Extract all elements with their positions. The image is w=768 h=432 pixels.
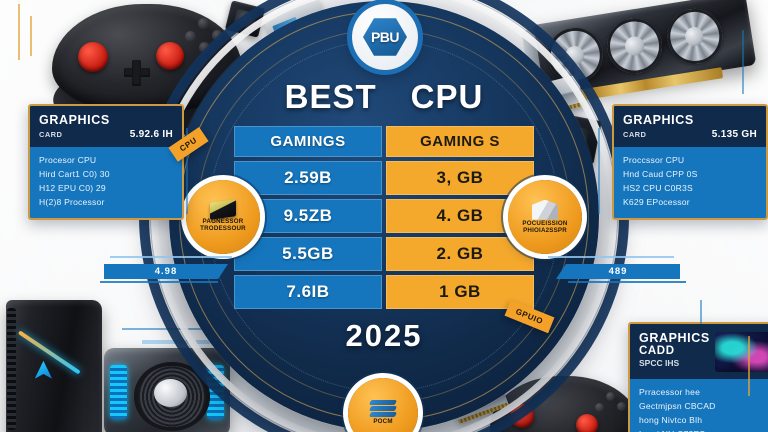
table-cell-right: 2. GB: [386, 237, 534, 271]
headline: BEST CPU: [234, 78, 534, 116]
gpu-fan-hub-3: [683, 25, 706, 47]
box-icon: [532, 199, 558, 220]
panel-line: Hnd Caud CPP 0S: [623, 169, 698, 180]
info-panel-top-right[interactable]: GRAPHICS CARD 5.135 GH Proccssor CPU Hnd…: [612, 104, 768, 220]
panel-line: K629 EPocessor: [623, 196, 690, 207]
controller2-button-x: [595, 403, 604, 412]
table-header-right: GAMING S: [386, 126, 534, 157]
headline-cpu: CPU: [410, 78, 484, 115]
gaming-pc-tower: [6, 300, 102, 432]
headline-best: BEST: [284, 78, 377, 115]
table-cell-left: 7.6IB: [234, 275, 382, 309]
panel-value: 5.135 GH: [711, 129, 757, 141]
panel-line: H(2)8 Processor: [39, 196, 105, 207]
year-label: 2025: [345, 318, 423, 353]
logo-text: PBU: [370, 29, 400, 45]
panel-header-bottom-right: GRAPHICS CADD SPCC IHS: [630, 324, 768, 379]
brand-logo-badge: PBU: [352, 4, 418, 70]
connector-value-right: 489: [556, 264, 680, 279]
panel-value: 5.92.6 IH: [129, 129, 173, 141]
panel-line: Gectmjpsn CBCAD: [639, 400, 716, 411]
stack-icon: [368, 400, 398, 418]
panel-body-bottom-right: Prracessor hee Gectmjpsn CBCAD hong Nivt…: [630, 379, 768, 432]
table-cell-left: 5.5GB: [234, 237, 382, 271]
panel-subtitle: CARD: [623, 130, 647, 140]
panel-line: hong Nivtco Blh: [639, 414, 703, 425]
info-panel-bottom-right[interactable]: GRAPHICS CADD SPCC IHS Prracessor hee Ge…: [628, 322, 768, 432]
gpu-fan-hub-2: [623, 35, 646, 57]
controller-button-a: [198, 18, 209, 29]
connector-rule-left-bottom: [100, 281, 218, 283]
panel-line: Prracessor hee: [639, 387, 701, 397]
table-header-left: GAMINGS: [234, 126, 382, 157]
panel-line: Procesor CPU: [39, 155, 97, 166]
table-cell-right: 3, GB: [386, 161, 534, 195]
logo-hexagon-icon: PBU: [363, 18, 407, 56]
panel-link-right: [598, 128, 600, 214]
accent-line-top-left-2: [30, 16, 32, 56]
accent-line-top-right: [742, 30, 744, 94]
connector-value-left: 4.98: [104, 264, 228, 279]
table-row: 9.5ZB 4. GB: [234, 199, 534, 233]
connector-rule-right-bottom: [568, 281, 686, 283]
connector-rule-left-top: [110, 256, 232, 258]
processor-node-right[interactable]: POCUEISSION PHIOIA2SSPR: [508, 180, 582, 254]
panel-title: GRAPHICS: [39, 113, 110, 127]
controller2-stick-right: [576, 414, 598, 432]
center-content: BEST CPU GAMINGS GAMING S 2.59B 3, GB 9.…: [234, 78, 534, 354]
panel-title: GRAPHICS: [639, 331, 710, 345]
cooler-center-cap: [154, 378, 188, 407]
processor-node-left-label: PAGNESSOR TRODESSOUR: [200, 218, 246, 232]
panel-link-bottom-right: [700, 300, 702, 324]
controller-button-x: [185, 31, 196, 42]
table-row: 2.59B 3, GB: [234, 161, 534, 195]
panel-header-text: GRAPHICS CADD SPCC IHS: [639, 331, 710, 369]
info-panel-top-left[interactable]: GRAPHICS CARD 5.92.6 IH Procesor CPU Hir…: [28, 104, 184, 220]
panel-header-top-right: GRAPHICS CARD 5.135 GH: [614, 106, 766, 148]
table-cell-right: 1 GB: [386, 275, 534, 309]
panel-line: Loroj NH C72ES: [639, 428, 768, 432]
connector-right-text: 489: [608, 266, 628, 277]
cpu-chip-icon: [210, 199, 236, 220]
processor-node-right-label: POCUEISSION PHIOIA2SSPR: [522, 219, 568, 234]
cooler-rgb-left: [110, 364, 127, 420]
gpu-thumbnail-image: [715, 332, 768, 372]
tower-light-streak: [18, 330, 82, 375]
table-row: 5.5GB 2. GB: [234, 237, 534, 271]
controller-stick-left: [78, 42, 108, 72]
controller-dpad-vertical: [132, 60, 141, 86]
pocm-node-bottom[interactable]: POCM: [348, 378, 418, 432]
panel-link-left: [186, 128, 188, 214]
connector-rule-right-top: [548, 256, 674, 258]
tower-logo-icon: [34, 360, 53, 379]
panel-accent-bottom-right: [748, 336, 750, 396]
controller-stick-right: [156, 42, 184, 70]
panel-body-top-right: Proccssor CPU Hnd Caud CPP 0S HS2 CPU C0…: [614, 147, 766, 218]
controller2-button-a: [606, 392, 615, 401]
panel-title: GRAPHICS: [623, 113, 694, 127]
panel-line: HS2 CPU C0R3S: [623, 182, 693, 193]
table-cell-left: 2.59B: [234, 161, 382, 195]
controller2-button-b: [617, 402, 626, 411]
panel-subtitle: SPCC IHS: [639, 358, 680, 369]
table-row: 7.6IB 1 GB: [234, 275, 534, 309]
panel-line: Proccssor CPU: [623, 155, 685, 166]
accent-ticks-bottom-left: [142, 340, 188, 344]
connector-left-text: 4.98: [154, 266, 178, 277]
accent-line-top-left: [18, 4, 20, 60]
panel-subrow: CARD 5.135 GH: [623, 129, 757, 140]
table-header-row: GAMINGS GAMING S: [234, 126, 534, 157]
panel-line: H12 EPU C0) 29: [39, 182, 106, 193]
pocm-node-label: POCM: [373, 418, 393, 426]
panel-title-2: CADD: [639, 345, 675, 358]
tower-vents: [6, 308, 16, 430]
panel-subtitle: CARD: [39, 130, 63, 140]
panel-body-top-left: Procesor CPU Hird Cart1 C0) 30 H12 EPU C…: [30, 147, 182, 218]
processor-node-left[interactable]: PAGNESSOR TRODESSOUR: [186, 180, 260, 254]
panel-subrow: CARD 5.92.6 IH: [39, 129, 173, 140]
panel-line: Hird Cart1 C0) 30: [39, 169, 110, 180]
panel-header-top-left: GRAPHICS CARD 5.92.6 IH: [30, 106, 182, 148]
